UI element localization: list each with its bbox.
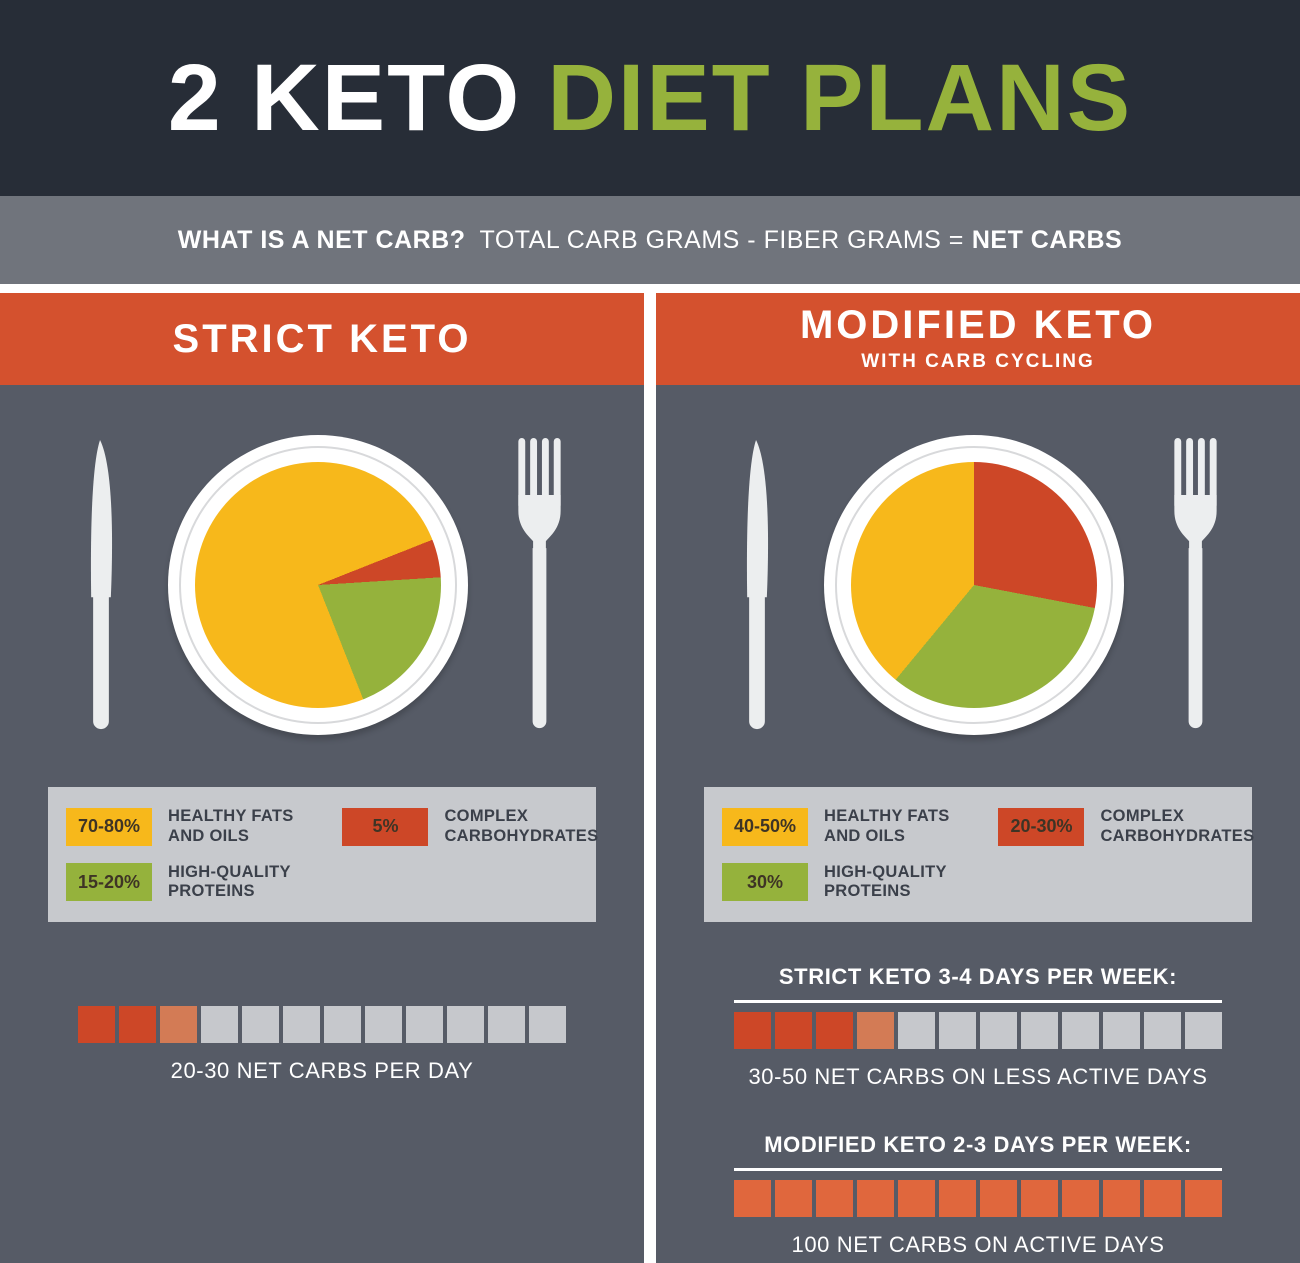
page-header: 2 KETO DIET PLANS (0, 0, 1300, 196)
strict-keto-header: STRICT KETO (0, 293, 644, 385)
carb-square (775, 1012, 812, 1050)
carb-square (1185, 1012, 1222, 1050)
carb-squares (656, 1180, 1300, 1218)
legend-item-carbs: 20-30% COMPLEX CARBOHYDRATES (998, 807, 1254, 847)
legend-label-fats: HEALTHY FATS AND OILS (824, 807, 950, 845)
strict-plate (168, 435, 468, 735)
fork-icon (518, 438, 561, 729)
carb-square (816, 1012, 853, 1050)
page-title: 2 KETO DIET PLANS (168, 44, 1132, 153)
carb-square (1144, 1012, 1181, 1050)
carb-square (857, 1180, 894, 1218)
carb-square (242, 1006, 279, 1044)
carb-square (78, 1006, 115, 1044)
section-caption: 30-50 NET CARBS ON LESS ACTIVE DAYS (748, 1064, 1208, 1090)
carb-square (734, 1180, 771, 1218)
carb-square (734, 1012, 771, 1050)
modified-section-strict-days: STRICT KETO 3-4 DAYS PER WEEK: 30-50 NET… (656, 964, 1300, 1090)
carb-squares (0, 1006, 644, 1044)
legend-label-carbs: COMPLEX CARBOHYDRATES (1100, 807, 1255, 845)
legend-swatch-carbs: 20-30% (998, 807, 1085, 846)
section-heading: STRICT KETO 3-4 DAYS PER WEEK: (778, 964, 1178, 990)
fork-icon (1174, 438, 1217, 729)
legend-swatch-fats: 70-80% (66, 807, 152, 846)
carb-square (406, 1006, 443, 1044)
carb-square (1021, 1012, 1058, 1050)
carb-square (857, 1012, 894, 1050)
modified-keto-title: MODIFIED KETO (799, 303, 1157, 347)
legend-swatch-carbs: 5% (342, 807, 429, 846)
legend-item-fats: 40-50% HEALTHY FATS AND OILS (722, 807, 998, 847)
carb-square (488, 1006, 525, 1044)
modified-section-modified-days: MODIFIED KETO 2-3 DAYS PER WEEK: 100 NET… (656, 1132, 1300, 1258)
strict-pie-chart (195, 462, 441, 708)
carb-square (447, 1006, 484, 1044)
divider (734, 1000, 1222, 1004)
carb-square (283, 1006, 320, 1044)
modified-plate (824, 435, 1124, 735)
legend-label-proteins: HIGH-QUALITY PROTEINS (824, 862, 947, 901)
carb-square (775, 1180, 812, 1218)
legend-label-fats: HEALTHY FATS AND OILS (168, 807, 294, 845)
carb-square (1062, 1180, 1099, 1218)
carb-square (898, 1180, 935, 1218)
modified-pie-chart (851, 462, 1097, 708)
carb-square (119, 1006, 156, 1044)
carb-square (160, 1006, 197, 1044)
divider (734, 1168, 1222, 1172)
strict-legend: 70-80% HEALTHY FATS AND OILS 5% COMPLEX … (48, 787, 598, 923)
legend-label-carbs: COMPLEX CARBOHYDRATES (444, 807, 599, 845)
legend-swatch-fats: 40-50% (722, 807, 808, 846)
carb-square (980, 1012, 1017, 1050)
net-carb-result: NET CARBS (971, 225, 1123, 254)
carb-square (201, 1006, 238, 1044)
legend-swatch-proteins: 15-20% (66, 863, 152, 902)
section-heading: MODIFIED KETO 2-3 DAYS PER WEEK: (764, 1132, 1192, 1158)
carb-square (324, 1006, 361, 1044)
net-carb-question: WHAT IS A NET CARB? (177, 225, 466, 254)
section-caption: 100 NET CARBS ON ACTIVE DAYS (791, 1232, 1165, 1258)
carb-squares (656, 1012, 1300, 1050)
carb-square (939, 1180, 976, 1218)
strict-plate-row (0, 385, 644, 735)
page-title-accent: DIET PLANS (547, 44, 1133, 151)
legend-label-proteins: HIGH-QUALITY PROTEINS (168, 862, 291, 901)
modified-keto-subtitle: WITH CARB CYCLING (861, 351, 1095, 372)
column-strict-keto: STRICT KETO (0, 293, 644, 1263)
strict-carb-tracker: 20-30 NET CARBS PER DAY (0, 1006, 644, 1084)
strict-carb-caption: 20-30 NET CARBS PER DAY (170, 1058, 474, 1084)
carb-square (529, 1006, 566, 1044)
carb-square (1185, 1180, 1222, 1218)
strict-keto-title: STRICT KETO (172, 317, 472, 361)
strict-keto-body: 70-80% HEALTHY FATS AND OILS 5% COMPLEX … (0, 385, 644, 1263)
modified-keto-body: 40-50% HEALTHY FATS AND OILS 20-30% COMP… (656, 385, 1300, 1263)
carb-square (980, 1180, 1017, 1218)
carb-square (939, 1012, 976, 1050)
modified-plate-row (656, 385, 1300, 735)
carb-square (365, 1006, 402, 1044)
plan-columns: STRICT KETO (0, 284, 1300, 1263)
net-carb-formula: TOTAL CARB GRAMS - FIBER GRAMS = (479, 225, 964, 254)
carb-square (1103, 1012, 1140, 1050)
legend-item-proteins: 30% HIGH-QUALITY PROTEINS (722, 863, 998, 903)
carb-square (1103, 1180, 1140, 1218)
carb-square (898, 1012, 935, 1050)
legend-item-fats: 70-80% HEALTHY FATS AND OILS (66, 807, 342, 847)
net-carb-band: WHAT IS A NET CARB? TOTAL CARB GRAMS - F… (0, 196, 1300, 284)
legend-swatch-proteins: 30% (722, 863, 808, 902)
carb-square (1144, 1180, 1181, 1218)
carb-square (1021, 1180, 1058, 1218)
knife-icon (746, 439, 769, 730)
column-modified-keto: MODIFIED KETO WITH CARB CYCLING (656, 293, 1300, 1263)
modified-keto-header: MODIFIED KETO WITH CARB CYCLING (656, 293, 1300, 385)
carb-square (1062, 1012, 1099, 1050)
carb-square (816, 1180, 853, 1218)
knife-icon (90, 439, 113, 730)
modified-legend: 40-50% HEALTHY FATS AND OILS 20-30% COMP… (704, 787, 1254, 923)
legend-item-carbs: 5% COMPLEX CARBOHYDRATES (342, 807, 598, 847)
legend-item-proteins: 15-20% HIGH-QUALITY PROTEINS (66, 863, 342, 903)
page-title-main: 2 KETO (167, 44, 522, 151)
